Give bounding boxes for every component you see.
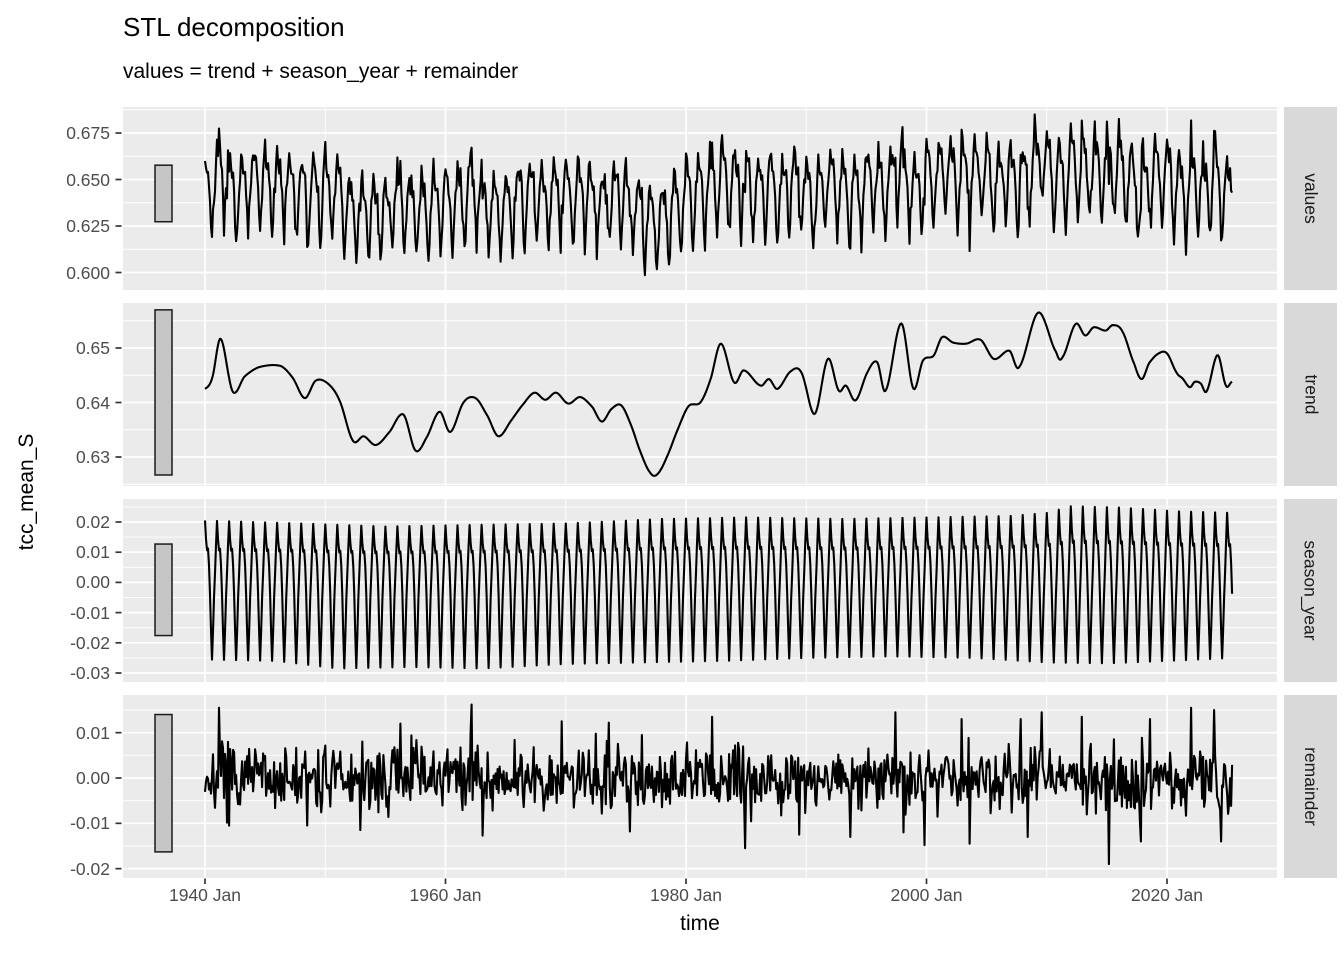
season_year-series-line: [203, 505, 1234, 670]
scale-bar-values: [154, 164, 173, 223]
panel-trend-background: [123, 303, 1277, 486]
y-tick-label: -0.03: [70, 663, 110, 683]
y-tick-label: -0.02: [70, 858, 110, 879]
x-tick-label: 1960 Jan: [409, 885, 482, 905]
trend-series-line: [204, 311, 1233, 477]
scale-bar-trend: [154, 309, 173, 476]
gridlines-trend: [123, 303, 1277, 486]
y-tick-label: 0.675: [66, 123, 110, 143]
facet-strip-remainder: remainder: [1284, 695, 1337, 878]
facet-strip-label: values: [1301, 173, 1321, 224]
y-tick-label: 0.65: [75, 338, 110, 358]
y-tick-label: 0.00: [75, 768, 110, 788]
panel-values-background: [123, 107, 1277, 290]
facet-strip-label: trend: [1300, 374, 1321, 415]
y-tick-label: -0.01: [70, 602, 110, 623]
y-tick-label: -0.02: [70, 632, 110, 653]
facet-strip-trend: trend: [1284, 303, 1337, 486]
scale-bar-season_year: [154, 543, 173, 637]
facet-strip-season-year: season_year: [1284, 499, 1337, 682]
y-tick-label: 0.64: [75, 392, 110, 413]
y-tick-label: 0.600: [66, 262, 110, 283]
plot-title: STL decomposition: [123, 12, 345, 42]
y-tick-label: 0.00: [75, 572, 110, 593]
scale-bar-remainder: [154, 713, 173, 853]
y-tick-label: 0.625: [66, 216, 110, 236]
axis-tick-marks: [115, 132, 1168, 884]
y-tick-label: 0.01: [75, 542, 110, 563]
y-tick-label: 0.650: [66, 169, 110, 190]
x-tick-label: 2000 Jan: [890, 885, 963, 905]
facet-strip-label: season_year: [1301, 540, 1321, 641]
y-tick-label: -0.01: [70, 813, 110, 834]
y-tick-label: 0.02: [75, 512, 110, 532]
y-axis-title: tcc_mean_S: [15, 433, 38, 551]
facet-strip-values: values: [1284, 107, 1337, 290]
x-tick-label: 1940 Jan: [168, 885, 241, 905]
plot-subtitle: values = trend + season_year + remainder: [123, 60, 519, 83]
x-axis-title: time: [680, 912, 720, 935]
y-tick-label: 0.01: [75, 722, 110, 743]
x-tick-label: 1980 Jan: [649, 885, 722, 905]
values-series-line: [203, 113, 1234, 277]
remainder-series-line: [203, 703, 1234, 866]
y-tick-label: 0.63: [75, 447, 110, 467]
facet-strip-label: remainder: [1301, 747, 1322, 826]
x-tick-label: 2020 Jan: [1130, 885, 1203, 905]
